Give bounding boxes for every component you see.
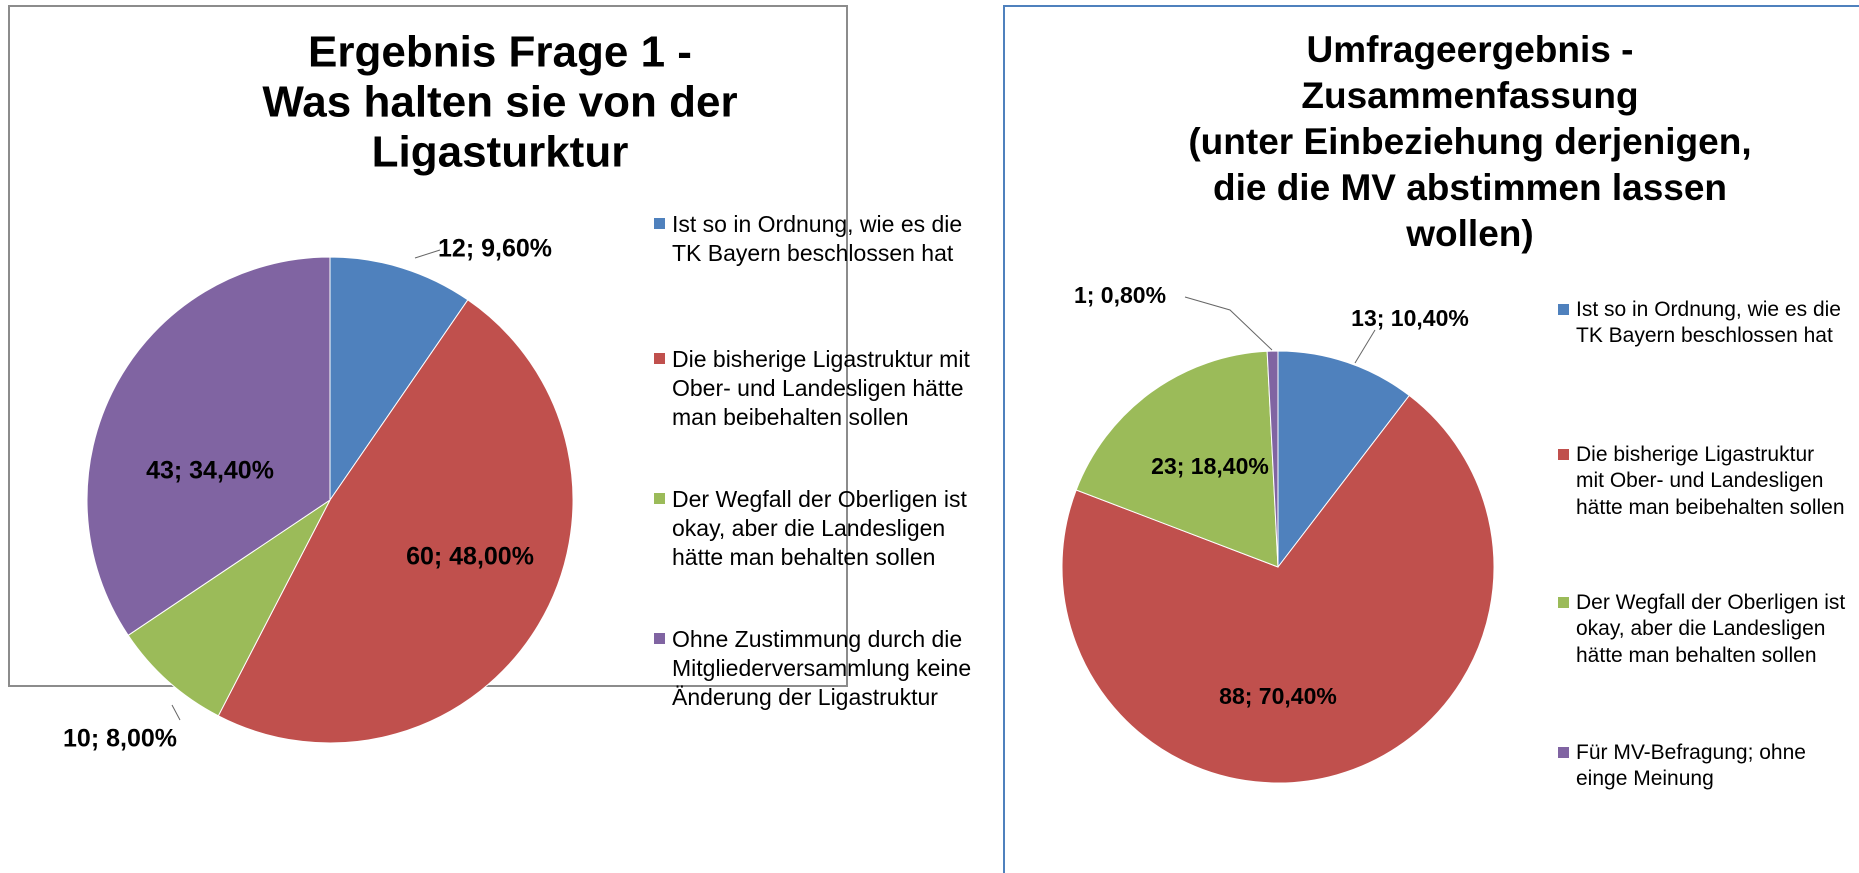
data-label: 23; 18,40% bbox=[1151, 453, 1269, 479]
pie-slice bbox=[1061, 394, 1495, 784]
data-label: 1; 0,80% bbox=[1074, 282, 1166, 308]
legend-text: Ist so in Ordnung, wie es die TK Bayern … bbox=[1576, 298, 1841, 348]
chart-title: Ligasturktur bbox=[372, 128, 629, 177]
chart-title: die die MV abstimmen lassen bbox=[1213, 167, 1727, 208]
legend-text: Ist so in Ordnung, wie es die TK Bayern … bbox=[672, 211, 963, 266]
pie-slice bbox=[1277, 350, 1411, 569]
chart-title: Was halten sie von der bbox=[262, 78, 737, 127]
leader-line bbox=[1354, 329, 1376, 364]
legend-text: Ohne Zustimmung durch die Mitgliedervers… bbox=[672, 626, 972, 710]
legend-swatch bbox=[654, 353, 665, 365]
chart-title: Ergebnis Frage 1 - bbox=[308, 28, 692, 77]
legend-entry: Ist so in Ordnung, wie es die TK Bayern … bbox=[654, 210, 992, 268]
legend-entry: Die bisherige Ligastruktur mit Ober- und… bbox=[1558, 442, 1846, 521]
leader-line bbox=[1184, 296, 1273, 351]
chart-title: wollen) bbox=[1405, 213, 1533, 254]
legend-entry: Die bisherige Ligastruktur mit Ober- und… bbox=[654, 345, 992, 431]
legend-swatch bbox=[1558, 449, 1569, 461]
legend-swatch bbox=[654, 493, 665, 505]
leader-line bbox=[171, 704, 181, 721]
legend-entry: Für MV-Befragung; ohne einge Meinung bbox=[1558, 740, 1846, 793]
panel-right bbox=[1003, 5, 1859, 873]
data-label: 88; 70,40% bbox=[1219, 683, 1337, 709]
pie-slice bbox=[86, 256, 331, 637]
chart-title: Umfrageergebnis - bbox=[1307, 29, 1634, 70]
legend-text: Die bisherige Ligastruktur mit Ober- und… bbox=[672, 346, 970, 430]
legend-text: Für MV-Befragung; ohne einge Meinung bbox=[1576, 741, 1806, 791]
data-label: 13; 10,40% bbox=[1351, 305, 1469, 331]
pie-slice bbox=[1266, 350, 1279, 568]
legend-swatch bbox=[654, 633, 665, 645]
legend-entry: Der Wegfall der Oberligen ist okay, aber… bbox=[1558, 590, 1846, 669]
legend-swatch bbox=[654, 218, 665, 230]
leader-line bbox=[414, 249, 441, 259]
pie-slice bbox=[329, 256, 469, 502]
data-label: 43; 34,40% bbox=[146, 457, 274, 485]
data-label: 10; 8,00% bbox=[63, 725, 177, 753]
legend-text: Der Wegfall der Oberligen ist okay, aber… bbox=[672, 486, 967, 570]
data-label: 12; 9,60% bbox=[438, 235, 552, 263]
legend-swatch bbox=[1558, 597, 1569, 609]
legend-entry: Der Wegfall der Oberligen ist okay, aber… bbox=[654, 485, 992, 571]
legend-swatch bbox=[1558, 304, 1569, 316]
legend-text: Der Wegfall der Oberligen ist okay, aber… bbox=[1576, 591, 1846, 667]
chart-title: Zusammenfassung bbox=[1301, 75, 1638, 116]
legend-text: Die bisherige Ligastruktur mit Ober- und… bbox=[1576, 443, 1845, 519]
chart-title: (unter Einbeziehung derjenigen, bbox=[1188, 121, 1751, 162]
pie-slice bbox=[217, 299, 574, 744]
legend-swatch bbox=[1558, 747, 1569, 759]
legend-entry: Ist so in Ordnung, wie es die TK Bayern … bbox=[1558, 297, 1846, 350]
pie-slice bbox=[127, 499, 331, 717]
legend-entry: Ohne Zustimmung durch die Mitgliedervers… bbox=[654, 625, 992, 711]
pie-slice bbox=[1075, 350, 1279, 568]
data-label: 60; 48,00% bbox=[406, 543, 534, 571]
